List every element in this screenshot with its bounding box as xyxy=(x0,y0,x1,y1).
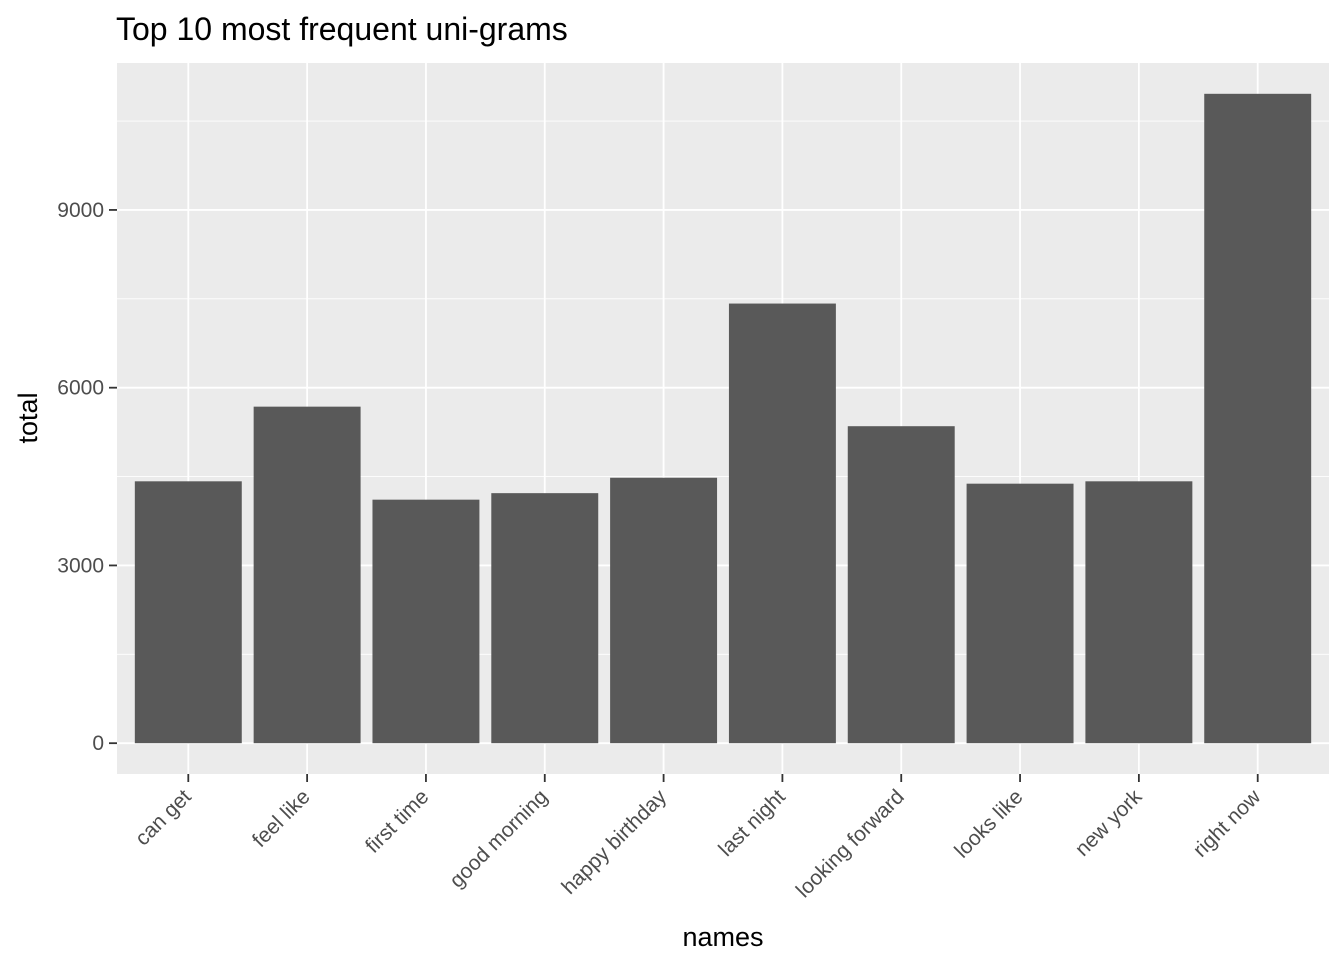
x-tick-label: new york xyxy=(1071,785,1147,861)
x-tick-label: happy birthday xyxy=(557,785,671,899)
y-tick-label: 9000 xyxy=(57,199,104,222)
y-axis: 0 3000 6000 9000 xyxy=(57,199,117,755)
bar-feel-like xyxy=(253,406,361,744)
x-tick-label: first time xyxy=(361,785,433,857)
bar-last-night xyxy=(728,303,836,744)
bar-good-morning xyxy=(491,493,599,744)
x-tick-label: good morning xyxy=(445,785,552,892)
bar-right-now xyxy=(1204,93,1312,744)
y-tick-label: 3000 xyxy=(57,554,104,577)
x-tick-label: looking forward xyxy=(792,785,909,902)
bars xyxy=(134,93,1312,744)
x-axis-title: names xyxy=(682,922,763,952)
bar-new-york xyxy=(1085,481,1193,744)
x-tick-label: can get xyxy=(131,785,196,850)
bar-can-get xyxy=(134,481,242,744)
chart-title: Top 10 most frequent uni-grams xyxy=(116,11,568,47)
y-tick-label: 0 xyxy=(92,732,104,755)
bar-happy-birthday xyxy=(610,477,718,744)
bar-looks-like xyxy=(966,483,1074,744)
bar-looking-forward xyxy=(847,426,955,744)
x-tick-label: looks like xyxy=(950,785,1027,862)
x-tick-label: last night xyxy=(714,785,790,861)
x-tick-label: feel like xyxy=(248,785,315,852)
y-tick-label: 6000 xyxy=(57,377,104,400)
x-axis: can get feel like first time good morning ha… xyxy=(131,774,1266,902)
bar-first-time xyxy=(372,499,480,744)
y-axis-title: total xyxy=(13,392,43,443)
x-tick-label: right now xyxy=(1189,785,1266,862)
